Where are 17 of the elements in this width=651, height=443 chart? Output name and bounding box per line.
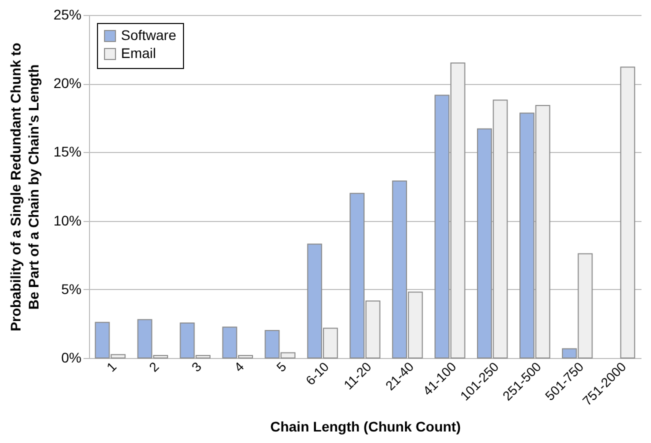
x-tick-label: 4 — [231, 359, 247, 375]
y-tick-label: 15% — [53, 144, 82, 160]
y-tick-label: 10% — [53, 212, 82, 228]
y-tick-label: 25% — [53, 6, 82, 22]
bar — [620, 66, 636, 358]
legend-label: Software — [121, 27, 176, 43]
x-tick-label: 2 — [146, 359, 162, 375]
x-tick-label: 6-10 — [302, 359, 332, 388]
y-tick-label: 20% — [53, 75, 82, 92]
x-axis-title: Chain Length (Chunk Count) — [270, 418, 461, 435]
x-tick-label: 3 — [188, 359, 204, 375]
x-tick-label: 5 — [274, 359, 290, 375]
x-tick-label: 1 — [104, 359, 120, 375]
y-axis-title: Probability of a Single Redundant Chunk to Be Part of a Chain by Chain's Length — [7, 42, 42, 332]
y-tick-label: 5% — [61, 280, 82, 297]
legend-label: Email — [121, 45, 156, 61]
y-tick-label: 0% — [61, 350, 82, 366]
